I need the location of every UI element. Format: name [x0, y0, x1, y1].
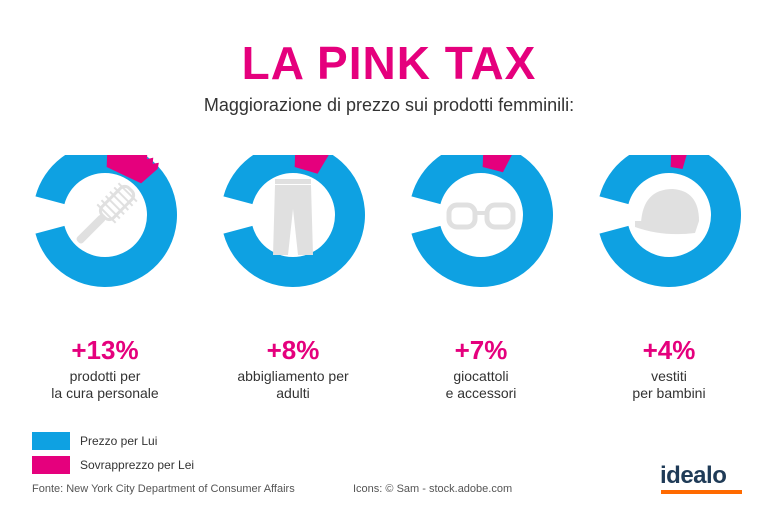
bar-prezzo-lui	[223, 155, 365, 287]
trousers-shape	[273, 185, 313, 255]
donut-2	[223, 155, 365, 287]
cap-crown	[641, 189, 699, 223]
bar-prezzo-lui	[35, 155, 105, 205]
bar-prezzo-lui	[599, 155, 669, 205]
hairbrush-bristle	[96, 203, 117, 224]
category-label: prodotti per	[70, 368, 141, 384]
data-label: +7%	[455, 335, 508, 365]
bar-sovrapprezzo-lei	[106, 155, 159, 184]
category-label: adulti	[276, 385, 309, 401]
legend-label-lui: Prezzo per Lui	[80, 434, 158, 448]
hairbrush-bristle	[113, 186, 134, 207]
data-label: +4%	[643, 335, 696, 365]
hairbrush-icon	[76, 182, 138, 244]
trousers-waistband	[275, 179, 311, 184]
logo-underline	[661, 490, 742, 494]
category-label: vestiti	[651, 368, 687, 384]
chart-subtitle: Maggiorazione di prezzo sui prodotti fem…	[203, 95, 575, 115]
hairbrush-bristle	[105, 195, 125, 215]
hairbrush-bristle	[109, 190, 130, 211]
cap-icon	[635, 189, 699, 235]
legend: Prezzo per Lui Sovrapprezzo per Lei	[32, 430, 194, 478]
bar-sovrapprezzo-lei	[294, 155, 329, 174]
bar-prezzo-lui	[411, 155, 553, 287]
chart-title: LA PINK TAX	[241, 37, 537, 89]
bar-sovrapprezzo-lei	[482, 155, 512, 173]
bar-sovrapprezzo-lei	[670, 155, 687, 169]
bar-prezzo-lui	[223, 155, 293, 205]
source-note: Fonte: New York City Department of Consu…	[32, 483, 295, 495]
legend-item-lui: Prezzo per Lui	[32, 430, 194, 452]
category-label: e accessori	[446, 385, 517, 401]
bar-prezzo-lui	[35, 155, 177, 287]
icons-credit: Icons: © Sam - stock.adobe.com	[353, 483, 513, 495]
donut-4	[599, 155, 741, 287]
cap-visor	[635, 221, 699, 235]
category-label: per bambini	[632, 385, 705, 401]
hairbrush-handle	[76, 214, 106, 244]
donut-1	[35, 155, 177, 287]
legend-label-lei: Sovrapprezzo per Lei	[80, 458, 195, 472]
data-label: +8%	[267, 335, 320, 365]
trousers-icon	[273, 179, 313, 255]
donut-3	[411, 155, 553, 287]
glasses-lens-right	[484, 202, 516, 230]
data-label: +13%	[71, 335, 138, 365]
glasses-lens-left	[446, 202, 478, 230]
hairbrush-bristle	[117, 182, 138, 203]
hairbrush-bristle	[100, 199, 121, 220]
bar-prezzo-lui	[599, 155, 741, 287]
category-label: giocattoli	[453, 368, 508, 384]
idealo-logo: idealo	[660, 462, 727, 489]
category-label: la cura personale	[51, 385, 159, 401]
legend-swatch-lei	[32, 456, 70, 474]
bar-prezzo-lui	[411, 155, 481, 205]
glasses-icon	[446, 202, 516, 230]
category-label: abbigliamento per	[237, 368, 349, 384]
legend-swatch-lui	[32, 432, 70, 450]
legend-item-lei: Sovrapprezzo per Lei	[32, 454, 194, 476]
